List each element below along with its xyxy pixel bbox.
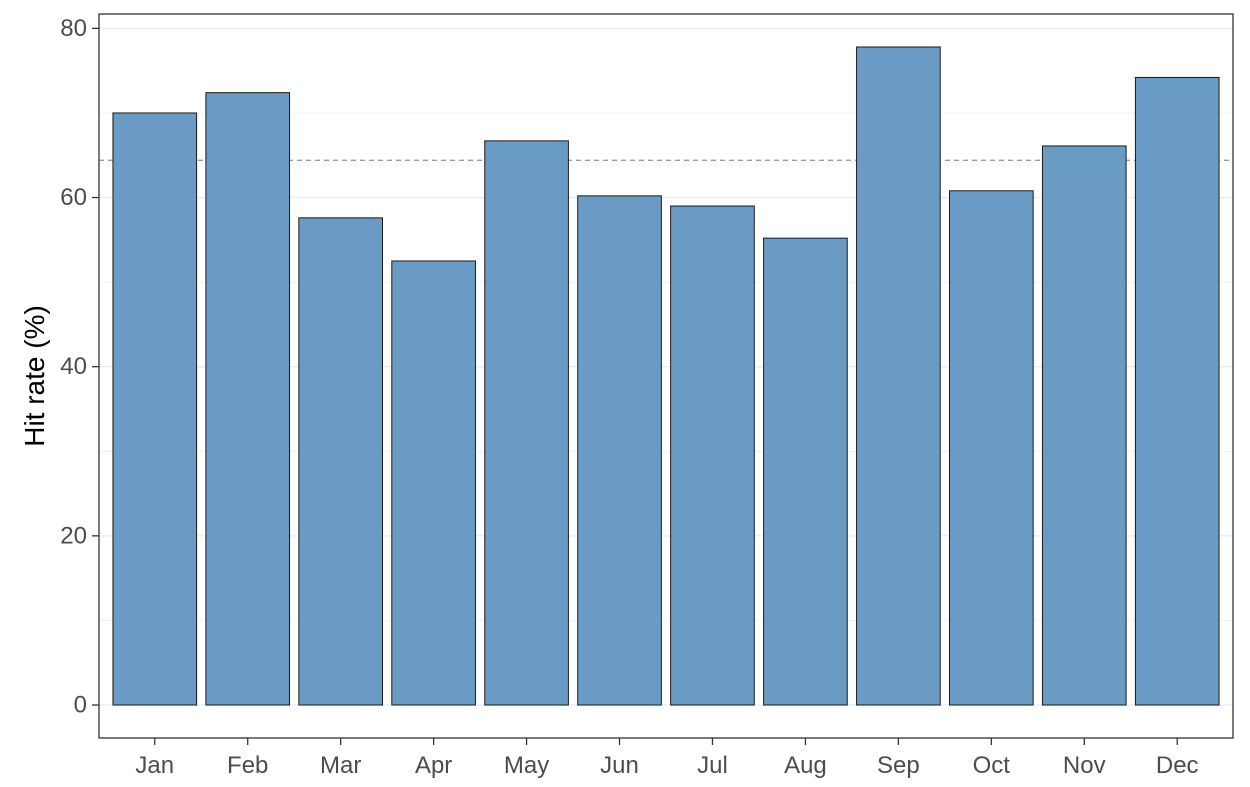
- x-tick-label-dec: Dec: [1156, 752, 1199, 779]
- x-tick-label-feb: Feb: [227, 752, 268, 779]
- bar-jun: [577, 195, 662, 706]
- x-tick-label-mar: Mar: [320, 752, 361, 779]
- panel-border: [98, 13, 1234, 739]
- y-tick-label: 40: [60, 353, 87, 380]
- y-tick-label: 80: [60, 15, 87, 42]
- x-tick-label-nov: Nov: [1063, 752, 1106, 779]
- bar-jul: [670, 205, 755, 706]
- x-tick-label-apr: Apr: [415, 752, 452, 779]
- bar-nov: [1041, 145, 1127, 706]
- bar-aug: [763, 237, 848, 706]
- x-tick-label-jul: Jul: [697, 752, 728, 779]
- bar-feb: [205, 92, 291, 706]
- x-tick-label-jan: Jan: [135, 752, 174, 779]
- bar-mar: [298, 217, 384, 706]
- y-axis-title: Hit rate (%): [19, 305, 50, 447]
- x-tick-label-may: May: [504, 752, 549, 779]
- x-tick-label-oct: Oct: [973, 752, 1011, 779]
- y-tick-label: 0: [74, 692, 87, 719]
- y-tick-label: 60: [60, 184, 87, 211]
- bars: [112, 46, 1220, 706]
- bar-sep: [856, 46, 941, 706]
- y-tick-label: 20: [60, 522, 87, 549]
- bar-dec: [1134, 76, 1220, 706]
- bar-apr: [391, 260, 476, 706]
- bar-may: [484, 140, 569, 706]
- y-axis: 0 20 40 60 80: [60, 15, 99, 719]
- bar-jan: [112, 112, 198, 706]
- x-tick-label-aug: Aug: [784, 752, 827, 779]
- bar-oct: [949, 190, 1034, 706]
- x-tick-label-sep: Sep: [877, 752, 920, 779]
- x-axis: Jan Feb Mar Apr May Jun Jul Aug Sep Oct Nov Dec: [135, 738, 1199, 779]
- x-tick-label-jun: Jun: [600, 752, 639, 779]
